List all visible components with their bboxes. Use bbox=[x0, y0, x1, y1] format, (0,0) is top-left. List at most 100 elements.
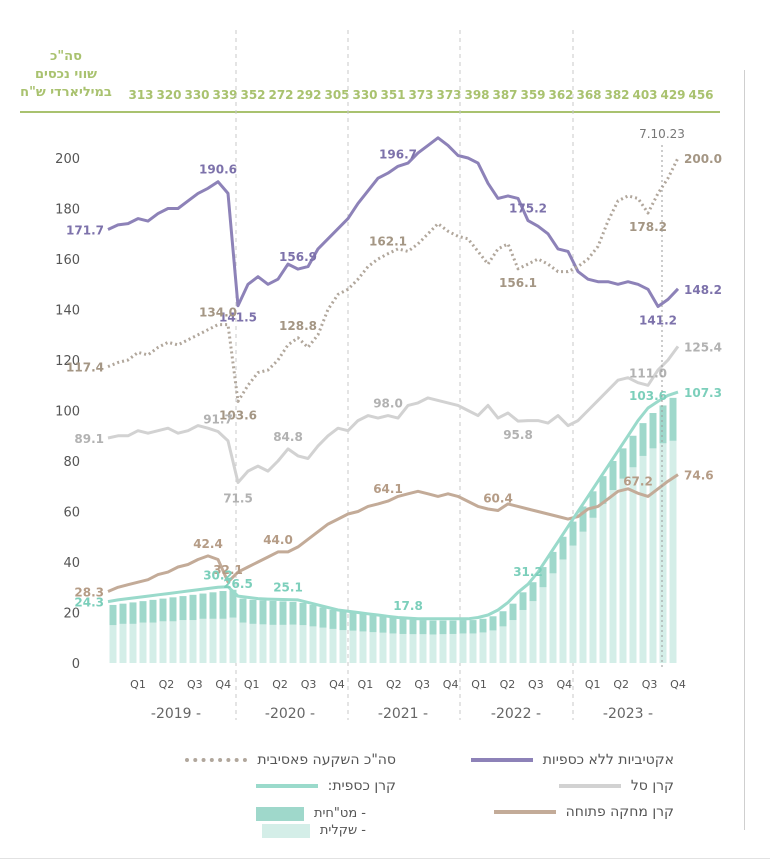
bar-fx bbox=[229, 589, 237, 618]
x-quarter-label: Q3 bbox=[528, 678, 544, 691]
legend-passive: סה"כ השקעה פאסיבית bbox=[185, 752, 396, 768]
bar-shekel bbox=[299, 625, 307, 663]
total-header-value: 382 bbox=[604, 88, 629, 102]
bar-fx bbox=[449, 620, 457, 634]
bar-fx bbox=[289, 601, 297, 625]
bar-fx bbox=[469, 620, 477, 634]
bar-fx bbox=[439, 620, 447, 635]
x-quarter-label: Q3 bbox=[187, 678, 203, 691]
x-quarter-label: Q4 bbox=[670, 678, 686, 691]
bar-fx bbox=[579, 506, 587, 532]
series-passive-data-label: 134.0 bbox=[199, 306, 237, 320]
series-passive-data-label: 103.6 bbox=[219, 408, 257, 422]
x-quarter-label: Q2 bbox=[159, 678, 175, 691]
bar-fx bbox=[129, 602, 137, 624]
bar-shekel bbox=[229, 617, 237, 663]
bar-shekel bbox=[649, 448, 657, 663]
bar-shekel bbox=[439, 634, 447, 663]
series-bond-data-label: 98.0 bbox=[373, 397, 403, 411]
bar-shekel bbox=[459, 633, 467, 663]
x-year-label: -2019 - bbox=[151, 706, 201, 722]
bar-fx bbox=[219, 591, 227, 619]
date-marker-label: 7.10.23 bbox=[639, 127, 685, 141]
total-header-value: 387 bbox=[492, 88, 517, 102]
series-passive-data-label: 162.1 bbox=[369, 235, 407, 249]
bar-fx bbox=[279, 601, 287, 625]
total-header-value: 398 bbox=[464, 88, 489, 102]
legend-tracker-swatch bbox=[493, 810, 556, 814]
series-mm_total-data-label: 17.8 bbox=[393, 599, 423, 613]
legend-active: אקטיביות ללא כספיות bbox=[470, 752, 674, 768]
right-border bbox=[744, 70, 745, 830]
series-tracker-data-label: 64.1 bbox=[373, 482, 403, 496]
bar-shekel bbox=[189, 620, 197, 663]
x-quarter-label: Q4 bbox=[329, 678, 345, 691]
series-bond-line bbox=[107, 345, 680, 484]
total-header-value: 272 bbox=[268, 88, 293, 102]
series-active-data-label: 171.7 bbox=[66, 223, 104, 237]
bar-shekel bbox=[419, 634, 427, 663]
bar-shekel bbox=[549, 573, 557, 663]
bar-fx bbox=[199, 593, 207, 619]
total-header-line2: שווי נכסים bbox=[35, 67, 97, 82]
x-quarter-label: Q3 bbox=[642, 678, 658, 691]
bar-fx bbox=[119, 603, 127, 624]
bar-shekel bbox=[559, 559, 567, 663]
series-mm_total-line bbox=[107, 390, 679, 621]
series-tracker-data-label: 60.4 bbox=[483, 491, 513, 505]
bar-shekel bbox=[219, 618, 227, 663]
total-header-value: 429 bbox=[660, 88, 685, 102]
series-tracker-data-label: 44.0 bbox=[263, 533, 293, 547]
x-quarter-label: Q2 bbox=[613, 678, 629, 691]
series-tracker-data-label: 74.6 bbox=[684, 469, 714, 483]
bar-fx bbox=[419, 620, 427, 635]
bar-fx bbox=[649, 413, 657, 449]
y-tick-label: 0 bbox=[72, 657, 80, 672]
bar-fx bbox=[309, 604, 317, 627]
bar-fx bbox=[499, 611, 507, 627]
total-header-value: 339 bbox=[212, 88, 237, 102]
bar-shekel bbox=[109, 625, 117, 663]
series-passive-data-label: 200.0 bbox=[684, 152, 722, 166]
series-bond-data-label: 111.0 bbox=[629, 366, 667, 380]
series-mm_total-data-label: 25.1 bbox=[273, 581, 303, 595]
series-active-data-label: 141.5 bbox=[219, 311, 257, 325]
bar-fx bbox=[349, 612, 357, 631]
bar-shekel bbox=[279, 624, 287, 663]
bar-shekel bbox=[449, 633, 457, 663]
legend-tracker-label: קרן מחקה פתוחה bbox=[565, 804, 674, 820]
total-header-value: 456 bbox=[688, 88, 713, 102]
bar-fx bbox=[489, 616, 497, 631]
bar-fx bbox=[639, 423, 647, 456]
bar-shekel bbox=[259, 624, 267, 663]
bar-shekel bbox=[529, 601, 537, 663]
series-mm_total-data-label: 31.2 bbox=[513, 565, 543, 579]
bar-fx bbox=[509, 603, 517, 621]
bar-fx bbox=[179, 596, 187, 621]
bar-fx bbox=[149, 599, 157, 623]
legend-mm-shekel-label: - שקלית bbox=[319, 823, 366, 838]
total-header-line1: סה"כ bbox=[50, 49, 82, 64]
bar-shekel bbox=[249, 623, 257, 663]
bar-fx bbox=[429, 620, 437, 635]
bar-fx bbox=[299, 602, 307, 626]
bar-fx bbox=[409, 619, 417, 635]
bar-shekel bbox=[659, 443, 667, 663]
legend-active-swatch bbox=[470, 758, 533, 762]
bar-shekel bbox=[269, 624, 277, 663]
bar-fx bbox=[189, 594, 197, 621]
series-mm_total-data-label: 103.6 bbox=[629, 389, 667, 403]
y-tick-label: 40 bbox=[63, 556, 80, 571]
bar-shekel bbox=[429, 634, 437, 663]
series-active-data-label: 190.6 bbox=[199, 163, 237, 177]
bar-shekel bbox=[359, 631, 367, 663]
bar-shekel bbox=[499, 626, 507, 663]
series-active-data-label: 148.2 bbox=[684, 283, 722, 297]
series-passive-data-label: 156.1 bbox=[499, 276, 537, 290]
total-header-value: 368 bbox=[576, 88, 601, 102]
bar-shekel bbox=[329, 628, 337, 663]
x-quarter-label: Q1 bbox=[585, 678, 601, 691]
y-tick-label: 200 bbox=[55, 152, 80, 167]
total-header-value: 330 bbox=[352, 88, 377, 102]
